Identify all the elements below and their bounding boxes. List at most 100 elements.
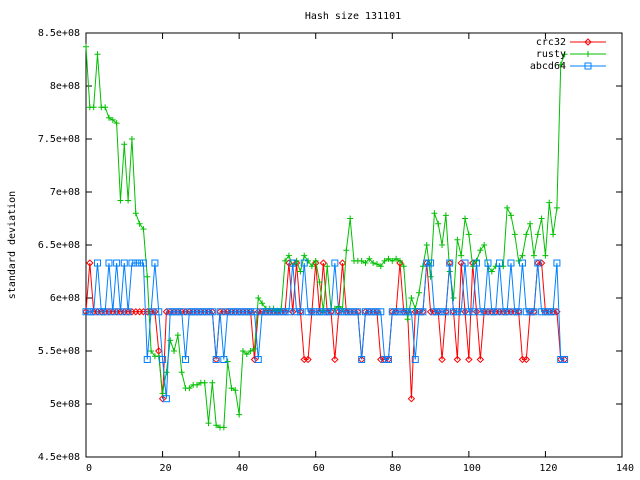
point <box>155 308 163 316</box>
point <box>178 308 186 316</box>
x-tick-label: 60 <box>313 463 325 474</box>
point <box>182 355 190 363</box>
point <box>342 308 350 316</box>
point <box>205 308 213 316</box>
point <box>209 379 216 386</box>
point <box>151 259 159 267</box>
point <box>319 308 327 316</box>
point <box>159 355 167 363</box>
series-line <box>85 46 566 428</box>
point <box>381 355 389 363</box>
point <box>393 255 400 262</box>
point <box>404 316 411 323</box>
point <box>162 395 170 403</box>
point <box>128 136 135 142</box>
point <box>259 300 266 307</box>
point <box>163 369 170 376</box>
point <box>408 295 415 301</box>
point <box>369 308 377 316</box>
point <box>201 379 208 386</box>
point <box>243 308 251 316</box>
point <box>522 308 530 316</box>
point <box>243 351 250 358</box>
point <box>453 308 461 316</box>
y-tick-label: 4.5e+08 <box>38 452 80 463</box>
point <box>208 308 216 316</box>
point <box>388 308 396 316</box>
point <box>423 242 430 248</box>
point <box>530 252 537 259</box>
point <box>331 259 339 267</box>
point <box>477 247 484 254</box>
y-tick-label: 7.5e+08 <box>38 134 80 145</box>
point <box>159 390 166 397</box>
point <box>527 220 534 227</box>
point <box>220 355 228 363</box>
point <box>289 259 297 267</box>
point <box>308 263 315 270</box>
point <box>523 231 530 238</box>
point <box>262 308 270 316</box>
point <box>224 358 231 365</box>
point <box>144 273 151 280</box>
point <box>170 308 178 316</box>
point <box>407 394 416 403</box>
point <box>178 369 185 376</box>
point <box>465 231 472 238</box>
point <box>197 308 205 316</box>
point <box>331 355 339 364</box>
point <box>250 308 258 316</box>
point <box>101 308 109 316</box>
point <box>316 308 324 316</box>
point <box>365 308 373 316</box>
point <box>438 355 446 364</box>
point <box>147 308 155 316</box>
y-tick-label: 8e+08 <box>50 81 80 92</box>
point <box>136 220 143 227</box>
point <box>297 268 304 275</box>
point <box>515 257 522 264</box>
point <box>419 308 427 316</box>
point <box>140 226 147 233</box>
point <box>446 259 454 267</box>
point <box>534 231 541 238</box>
point <box>546 199 553 206</box>
point <box>462 215 469 222</box>
point <box>139 259 147 267</box>
point <box>113 120 120 127</box>
point <box>273 308 281 316</box>
point <box>186 385 193 392</box>
point <box>389 257 396 264</box>
point <box>339 308 347 316</box>
point <box>450 308 458 316</box>
point <box>174 332 181 339</box>
point <box>481 242 488 248</box>
point <box>212 355 220 363</box>
point <box>319 259 328 267</box>
x-tick-label: 140 <box>616 463 634 474</box>
point <box>438 308 446 316</box>
point <box>90 308 98 316</box>
point <box>358 355 366 363</box>
x-tick-label: 80 <box>389 463 401 474</box>
point <box>362 260 369 267</box>
series-line <box>86 262 565 399</box>
point <box>461 259 469 267</box>
point <box>82 308 90 316</box>
point <box>561 51 568 58</box>
point <box>495 259 503 267</box>
point <box>504 204 511 211</box>
point <box>90 104 97 111</box>
x-tick-label: 40 <box>236 463 248 474</box>
point <box>323 308 331 316</box>
point <box>105 259 113 267</box>
point <box>247 308 255 316</box>
point <box>373 261 380 268</box>
point <box>335 308 343 316</box>
point <box>423 259 431 267</box>
point <box>469 308 477 316</box>
point <box>519 252 526 259</box>
y-tick-label: 5e+08 <box>50 399 80 410</box>
point <box>473 257 480 264</box>
